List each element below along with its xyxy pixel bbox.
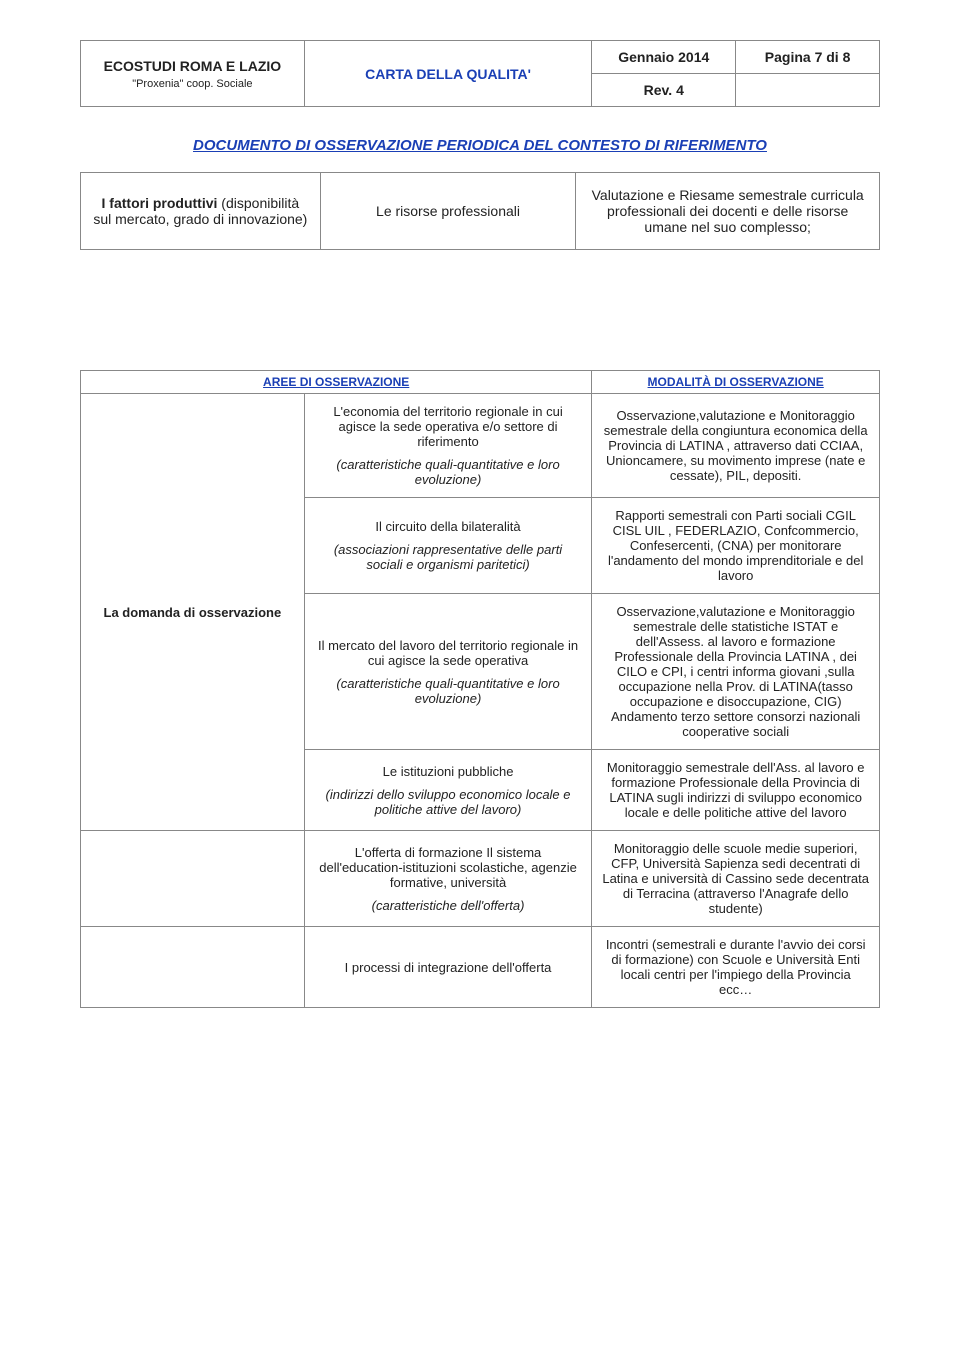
header-rev: Rev. 4 xyxy=(592,74,736,107)
header-date: Gennaio 2014 xyxy=(592,41,736,74)
obs-area-5: I processi di integrazione dell'offerta xyxy=(304,927,592,1008)
obs-area-sub-2: (caratteristiche quali-quantitative e lo… xyxy=(315,676,582,706)
obs-area-sub-0: (caratteristiche quali-quantitative e lo… xyxy=(315,457,582,487)
obs-head-left: AREE DI OSSERVAZIONE xyxy=(81,371,592,394)
header-table: ECOSTUDI ROMA E LAZIO "Proxenia" coop. S… xyxy=(80,40,880,107)
obs-mod-4: Monitoraggio delle scuole medie superior… xyxy=(592,831,880,927)
obs-row-label: La domanda di osservazione xyxy=(81,394,305,831)
obs-area-main-4: L'offerta di formazione Il sistema dell'… xyxy=(319,845,577,890)
section-title: DOCUMENTO DI OSSERVAZIONE PERIODICA DEL … xyxy=(80,137,880,154)
obs-area-2: Il mercato del lavoro del territorio reg… xyxy=(304,594,592,750)
header-org-cell: ECOSTUDI ROMA E LAZIO "Proxenia" coop. S… xyxy=(81,41,305,107)
obs-area-sub-4: (caratteristiche dell'offerta) xyxy=(315,898,582,913)
factors-col1-label: I fattori produttivi xyxy=(102,195,218,211)
obs-area-main-5: I processi di integrazione dell'offerta xyxy=(345,960,552,975)
factors-table: I fattori produttivi (disponibilità sul … xyxy=(80,172,880,250)
obs-area-main-2: Il mercato del lavoro del territorio reg… xyxy=(318,638,578,668)
obs-area-3: Le istituzioni pubbliche (indirizzi dell… xyxy=(304,750,592,831)
obs-mod-2: Osservazione,valutazione e Monitoraggio … xyxy=(592,594,880,750)
header-doc-title: CARTA DELLA QUALITA' xyxy=(304,41,592,107)
header-org: ECOSTUDI ROMA E LAZIO xyxy=(104,58,282,74)
obs-area-1: Il circuito della bilateralità (associaz… xyxy=(304,498,592,594)
observation-table: AREE DI OSSERVAZIONE MODALITÀ DI OSSERVA… xyxy=(80,370,880,1008)
obs-mod-0: Osservazione,valutazione e Monitoraggio … xyxy=(592,394,880,498)
obs-area-4: L'offerta di formazione Il sistema dell'… xyxy=(304,831,592,927)
header-org-sub: "Proxenia" coop. Sociale xyxy=(132,78,252,90)
obs-area-main-3: Le istituzioni pubbliche xyxy=(383,764,514,779)
obs-mod-3: Monitoraggio semestrale dell'Ass. al lav… xyxy=(592,750,880,831)
obs-area-0: L'economia del territorio regionale in c… xyxy=(304,394,592,498)
page: ECOSTUDI ROMA E LAZIO "Proxenia" coop. S… xyxy=(40,0,920,1068)
header-empty xyxy=(736,74,880,107)
obs-area-sub-3: (indirizzi dello sviluppo economico loca… xyxy=(315,787,582,817)
factors-col1: I fattori produttivi (disponibilità sul … xyxy=(81,173,321,250)
obs-empty-4 xyxy=(81,831,305,927)
factors-col3: Valutazione e Riesame semestrale curricu… xyxy=(576,173,880,250)
factors-col2: Le risorse professionali xyxy=(320,173,576,250)
obs-area-sub-1: (associazioni rappresentative delle part… xyxy=(315,542,582,572)
obs-area-main-1: Il circuito della bilateralità xyxy=(375,519,520,534)
obs-mod-5: Incontri (semestrali e durante l'avvio d… xyxy=(592,927,880,1008)
obs-head-right: MODALITÀ DI OSSERVAZIONE xyxy=(592,371,880,394)
obs-empty-5 xyxy=(81,927,305,1008)
obs-area-main-0: L'economia del territorio regionale in c… xyxy=(333,404,562,449)
obs-mod-1: Rapporti semestrali con Parti sociali CG… xyxy=(592,498,880,594)
header-page: Pagina 7 di 8 xyxy=(736,41,880,74)
